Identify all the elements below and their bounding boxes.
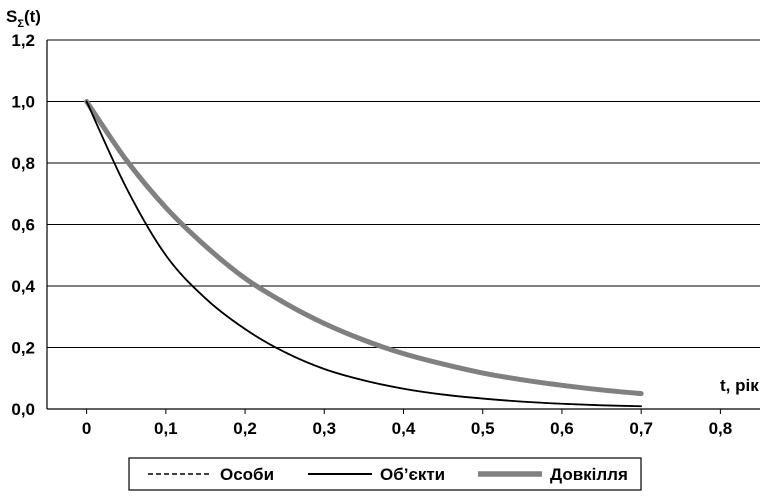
y-tick-label: 1,0 xyxy=(11,93,35,112)
x-tick-label: 0,4 xyxy=(392,419,416,438)
y-tick-label: 0,4 xyxy=(11,277,35,296)
series-line-0 xyxy=(85,100,642,407)
x-tick-label: 0,1 xyxy=(154,419,178,438)
legend-label-dovkillia: Довкілля xyxy=(550,465,628,484)
grid-lines xyxy=(47,39,760,348)
x-tick-label: 0,5 xyxy=(471,419,495,438)
y-tick-label: 0,2 xyxy=(11,339,35,358)
y-axis-title-tail: (t) xyxy=(24,7,41,26)
y-tick-label: 1,2 xyxy=(11,31,35,50)
y-axis-title-main: S xyxy=(6,7,17,26)
x-tick-label: 0,2 xyxy=(233,419,257,438)
series-line-1 xyxy=(85,100,643,408)
x-tick-label: 0,6 xyxy=(550,419,574,438)
x-tick-label: 0 xyxy=(82,419,91,438)
legend: Особи Об’єкти Довкілля xyxy=(128,457,642,491)
series-line-2 xyxy=(84,99,644,397)
series-lines xyxy=(84,99,644,408)
y-tick-label: 0,6 xyxy=(11,216,35,235)
y-axis-title: SΣ(t) xyxy=(6,7,41,30)
x-axis-title: t, рік xyxy=(720,376,759,395)
y-axis-title-sub: Σ xyxy=(17,18,24,30)
x-tick-label: 0,3 xyxy=(312,419,336,438)
x-tick-labels: 0 0,1 0,2 0,3 0,4 0,5 0,6 0,7 0,8 xyxy=(82,409,732,438)
legend-label-obiekty: Об’єкти xyxy=(380,465,445,484)
legend-box xyxy=(128,457,642,491)
x-tick-label: 0,7 xyxy=(629,419,653,438)
y-tick-label: 0,0 xyxy=(11,400,35,419)
legend-label-osoby: Особи xyxy=(220,465,274,484)
y-tick-labels: 0,0 0,2 0,4 0,6 0,8 1,0 1,2 xyxy=(11,31,35,419)
x-tick-label: 0,8 xyxy=(709,419,733,438)
y-tick-label: 0,8 xyxy=(11,154,35,173)
